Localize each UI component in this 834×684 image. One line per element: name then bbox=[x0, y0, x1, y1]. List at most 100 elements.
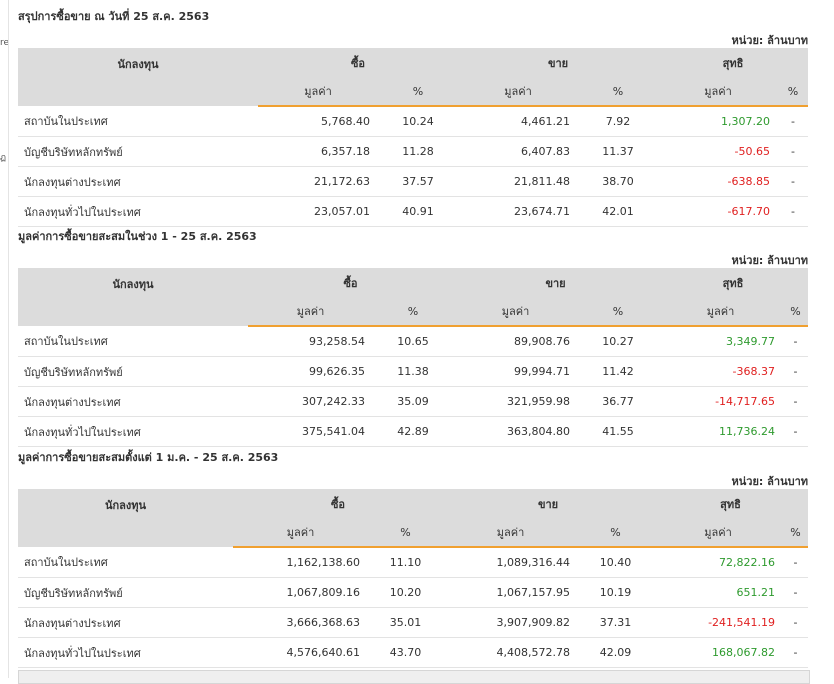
net-pct: - bbox=[783, 577, 809, 608]
sell-pct: 11.37 bbox=[578, 136, 659, 167]
buy-value: 5,768.40 bbox=[258, 106, 378, 137]
sell-pct: 10.40 bbox=[578, 547, 654, 578]
investor-name: นักลงทุนทั่วไปในประเทศ bbox=[18, 196, 258, 227]
buy-value: 99,626.35 bbox=[248, 356, 373, 387]
sell-pct: 10.27 bbox=[578, 326, 659, 357]
subheader-net-pct: % bbox=[783, 518, 809, 548]
buy-value: 375,541.04 bbox=[248, 416, 373, 447]
sell-value: 363,804.80 bbox=[453, 416, 579, 447]
sell-pct: 38.70 bbox=[578, 166, 659, 197]
buy-pct: 37.57 bbox=[378, 166, 459, 197]
subheader-buy-value: มูลค่า bbox=[258, 77, 378, 107]
investor-name: นักลงทุนต่างประเทศ bbox=[18, 607, 233, 638]
net-pct: - bbox=[778, 166, 809, 197]
net-value: -617.70 bbox=[658, 196, 779, 227]
sell-pct: 36.77 bbox=[578, 386, 659, 417]
net-pct: - bbox=[783, 547, 809, 578]
unit-label: หน่วย: ล้านบาท bbox=[731, 475, 808, 488]
table-row: นักลงทุนต่างประเทศ 21,172.63 37.57 21,81… bbox=[18, 166, 809, 197]
buy-value: 4,576,640.61 bbox=[233, 637, 368, 668]
table-row: นักลงทุนทั่วไปในประเทศ 23,057.01 40.91 2… bbox=[18, 196, 809, 227]
investor-name: บัญชีบริษัทหลักทรัพย์ bbox=[18, 136, 258, 167]
sell-value: 3,907,909.82 bbox=[443, 607, 579, 638]
unit-label: หน่วย: ล้านบาท bbox=[731, 34, 808, 47]
subheader-sell-value: มูลค่า bbox=[458, 77, 579, 107]
header-net: สุทธิ bbox=[653, 489, 809, 518]
section-title: สรุปการซื้อขาย ณ วันที่ 25 ส.ค. 2563 bbox=[18, 10, 210, 23]
subheader-sell-pct: % bbox=[578, 297, 659, 327]
buy-value: 3,666,368.63 bbox=[233, 607, 368, 638]
buy-pct: 11.10 bbox=[368, 547, 444, 578]
subheader-sell-value: มูลค่า bbox=[443, 518, 579, 548]
header-investor: นักลงทุน bbox=[18, 268, 248, 326]
table-row: บัญชีบริษัทหลักทรัพย์ 6,357.18 11.28 6,4… bbox=[18, 136, 809, 167]
subheader-net-pct: % bbox=[783, 297, 809, 327]
sell-value: 23,674.71 bbox=[458, 196, 579, 227]
investor-name: นักลงทุนต่างประเทศ bbox=[18, 166, 258, 197]
sidebar-fragment-1[interactable]: re bbox=[0, 38, 8, 48]
net-value: 3,349.77 bbox=[658, 326, 784, 357]
subheader-sell-value: มูลค่า bbox=[453, 297, 579, 327]
trading-table: นักลงทุน ซื้อ ขาย สุทธิ มูลค่า % มูลค่า … bbox=[18, 48, 809, 227]
investor-name: นักลงทุนทั่วไปในประเทศ bbox=[18, 416, 248, 447]
net-value: 1,307.20 bbox=[658, 106, 779, 137]
net-value: -368.37 bbox=[658, 356, 784, 387]
trading-table: นักลงทุน ซื้อ ขาย สุทธิ มูลค่า % มูลค่า … bbox=[18, 489, 809, 668]
sell-value: 4,408,572.78 bbox=[443, 637, 579, 668]
sell-value: 1,089,316.44 bbox=[443, 547, 579, 578]
net-value: 651.21 bbox=[653, 577, 784, 608]
section-title: มูลค่าการซื้อขายสะสมตั้งแต่ 1 ม.ค. - 25 … bbox=[18, 451, 279, 464]
sell-value: 4,461.21 bbox=[458, 106, 579, 137]
buy-value: 1,162,138.60 bbox=[233, 547, 368, 578]
subheader-sell-pct: % bbox=[578, 77, 659, 107]
net-value: 72,822.16 bbox=[653, 547, 784, 578]
sell-value: 21,811.48 bbox=[458, 166, 579, 197]
header-sell: ขาย bbox=[453, 268, 659, 297]
net-value: -638.85 bbox=[658, 166, 779, 197]
investor-name: นักลงทุนต่างประเทศ bbox=[18, 386, 248, 417]
investor-name: สถาบันในประเทศ bbox=[18, 547, 233, 578]
buy-value: 93,258.54 bbox=[248, 326, 373, 357]
net-pct: - bbox=[778, 106, 809, 137]
section-title: มูลค่าการซื้อขายสะสมในช่วง 1 - 25 ส.ค. 2… bbox=[18, 230, 257, 243]
section-year-to-date: มูลค่าการซื้อขายสะสมตั้งแต่ 1 ม.ค. - 25 … bbox=[18, 451, 809, 668]
buy-pct: 11.38 bbox=[373, 356, 454, 387]
subheader-net-value: มูลค่า bbox=[658, 297, 784, 327]
sell-value: 1,067,157.95 bbox=[443, 577, 579, 608]
net-pct: - bbox=[778, 136, 809, 167]
investor-name: สถาบันในประเทศ bbox=[18, 106, 258, 137]
sell-value: 99,994.71 bbox=[453, 356, 579, 387]
subheader-net-value: มูลค่า bbox=[653, 518, 784, 548]
investor-name: นักลงทุนทั่วไปในประเทศ bbox=[18, 637, 233, 668]
buy-pct: 42.89 bbox=[373, 416, 454, 447]
net-pct: - bbox=[783, 607, 809, 638]
header-net: สุทธิ bbox=[658, 268, 809, 297]
net-pct: - bbox=[783, 356, 809, 387]
left-sidebar-edge: re ฏ bbox=[0, 0, 9, 678]
subheader-net-pct: % bbox=[778, 77, 809, 107]
sell-value: 6,407.83 bbox=[458, 136, 579, 167]
buy-pct: 11.28 bbox=[378, 136, 459, 167]
header-sell: ขาย bbox=[443, 489, 654, 518]
section-month-to-date: มูลค่าการซื้อขายสะสมในช่วง 1 - 25 ส.ค. 2… bbox=[18, 230, 809, 447]
buy-value: 6,357.18 bbox=[258, 136, 378, 167]
unit-label: หน่วย: ล้านบาท bbox=[731, 254, 808, 267]
header-sell: ขาย bbox=[458, 48, 659, 77]
buy-pct: 10.65 bbox=[373, 326, 454, 357]
sell-pct: 37.31 bbox=[578, 607, 654, 638]
net-value: 11,736.24 bbox=[658, 416, 784, 447]
section-daily: สรุปการซื้อขาย ณ วันที่ 25 ส.ค. 2563 หน่… bbox=[18, 10, 809, 227]
header-net: สุทธิ bbox=[658, 48, 809, 77]
sidebar-fragment-2[interactable]: ฏ bbox=[0, 153, 7, 163]
header-investor: นักลงทุน bbox=[18, 48, 258, 106]
net-value: -14,717.65 bbox=[658, 386, 784, 417]
buy-value: 23,057.01 bbox=[258, 196, 378, 227]
buy-pct: 43.70 bbox=[368, 637, 444, 668]
sell-pct: 41.55 bbox=[578, 416, 659, 447]
net-pct: - bbox=[783, 416, 809, 447]
sell-pct: 10.19 bbox=[578, 577, 654, 608]
net-value: -50.65 bbox=[658, 136, 779, 167]
table-row: บัญชีบริษัทหลักทรัพย์ 99,626.35 11.38 99… bbox=[18, 356, 809, 387]
header-buy: ซื้อ bbox=[233, 489, 444, 518]
buy-pct: 10.24 bbox=[378, 106, 459, 137]
